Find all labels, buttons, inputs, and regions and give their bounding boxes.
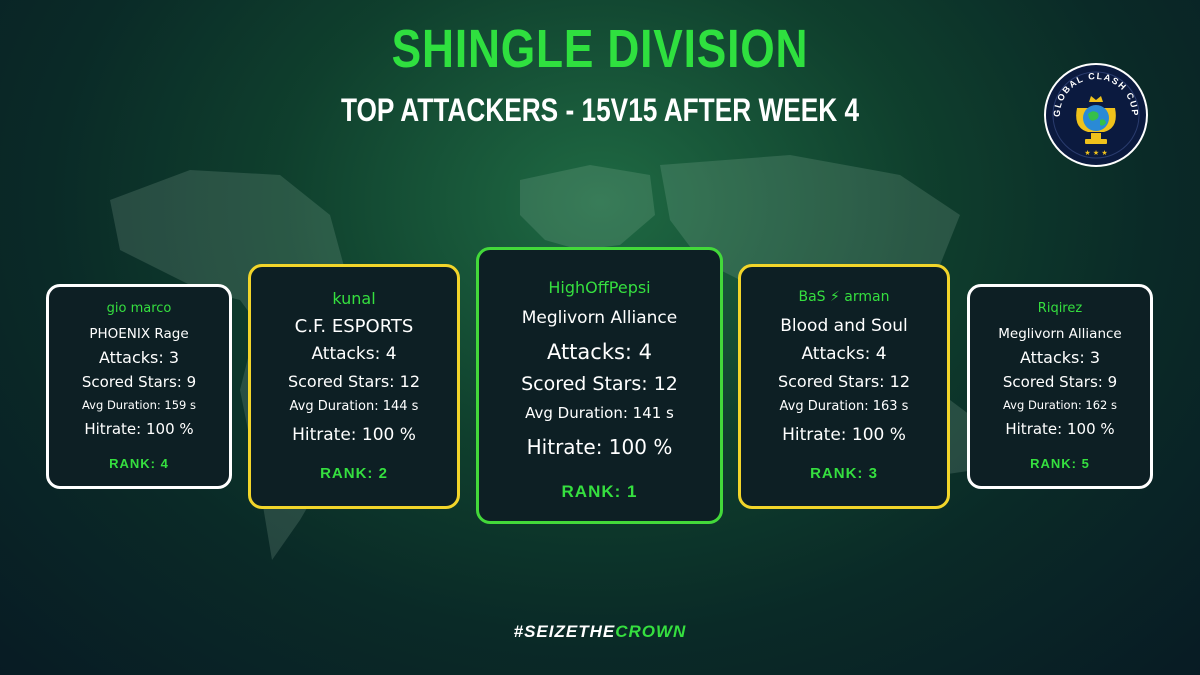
- stars-stat: Scored Stars: 9: [1002, 373, 1118, 391]
- player-name: Riqirez: [1037, 301, 1083, 316]
- hitrate-stat: Hitrate: 100 %: [292, 425, 416, 445]
- stars-stat: Scored Stars: 12: [777, 372, 911, 391]
- clan-name: Blood and Soul: [780, 316, 908, 336]
- attacker-card-rank-4: gio marco PHOENIX Rage Attacks: 3 Scored…: [46, 284, 232, 489]
- stars-stat: Scored Stars: 12: [287, 372, 421, 391]
- rank-label: RANK: 5: [1030, 456, 1090, 471]
- duration-stat: Avg Duration: 163 s: [779, 399, 909, 414]
- clan-name: Meglivorn Alliance: [521, 308, 678, 328]
- rank-label: RANK: 3: [810, 465, 878, 482]
- attacks-stat: Attacks: 3: [1019, 348, 1101, 367]
- rank-label: RANK: 2: [320, 465, 388, 482]
- rank-label: RANK: 4: [109, 456, 169, 471]
- attacker-card-rank-3: BaS ⚡ arman Blood and Soul Attacks: 4 Sc…: [738, 264, 950, 509]
- player-name: kunal: [332, 289, 376, 308]
- clan-name: PHOENIX Rage: [89, 326, 189, 342]
- svg-text:★ ★ ★: ★ ★ ★: [1084, 149, 1107, 157]
- attacker-card-rank-1: HighOffPepsi Meglivorn Alliance Attacks:…: [476, 247, 723, 524]
- duration-stat: Avg Duration: 141 s: [525, 404, 674, 422]
- duration-stat: Avg Duration: 162 s: [1002, 398, 1118, 412]
- hashtag-part-2: CROWN: [615, 622, 687, 641]
- page-subtitle: TOP ATTACKERS - 15V15 AFTER WEEK 4: [340, 92, 860, 128]
- hitrate-stat: Hitrate: 100 %: [782, 425, 906, 445]
- player-name: BaS ⚡ arman: [798, 289, 890, 305]
- player-name: gio marco: [106, 301, 172, 316]
- attacks-stat: Attacks: 4: [311, 344, 397, 364]
- hitrate-stat: Hitrate: 100 %: [84, 420, 194, 438]
- attacks-stat: Attacks: 4: [546, 340, 653, 364]
- hashtag-part-1: #SEIZETHE: [513, 622, 616, 641]
- rank-label: RANK: 1: [561, 482, 638, 501]
- trophy-globe-logo: GLOBAL CLASH CUP ★ ★ ★: [1044, 63, 1148, 167]
- attacks-stat: Attacks: 4: [801, 344, 887, 364]
- stars-stat: Scored Stars: 12: [521, 373, 678, 395]
- duration-stat: Avg Duration: 144 s: [289, 399, 419, 414]
- attacker-card-rank-5: Riqirez Meglivorn Alliance Attacks: 3 Sc…: [967, 284, 1153, 489]
- hashtag-footer: #SEIZETHECROWN: [0, 622, 1200, 642]
- stars-stat: Scored Stars: 9: [81, 373, 197, 391]
- player-name: HighOffPepsi: [548, 278, 651, 297]
- hitrate-stat: Hitrate: 100 %: [526, 435, 673, 459]
- clan-name: Meglivorn Alliance: [998, 326, 1122, 342]
- attacks-stat: Attacks: 3: [98, 348, 180, 367]
- clan-name: C.F. ESPORTS: [294, 316, 414, 337]
- attacker-card-rank-2: kunal C.F. ESPORTS Attacks: 4 Scored Sta…: [248, 264, 460, 509]
- page-title: SHINGLE DIVISION: [391, 19, 809, 79]
- hitrate-stat: Hitrate: 100 %: [1005, 420, 1115, 438]
- duration-stat: Avg Duration: 159 s: [81, 398, 197, 412]
